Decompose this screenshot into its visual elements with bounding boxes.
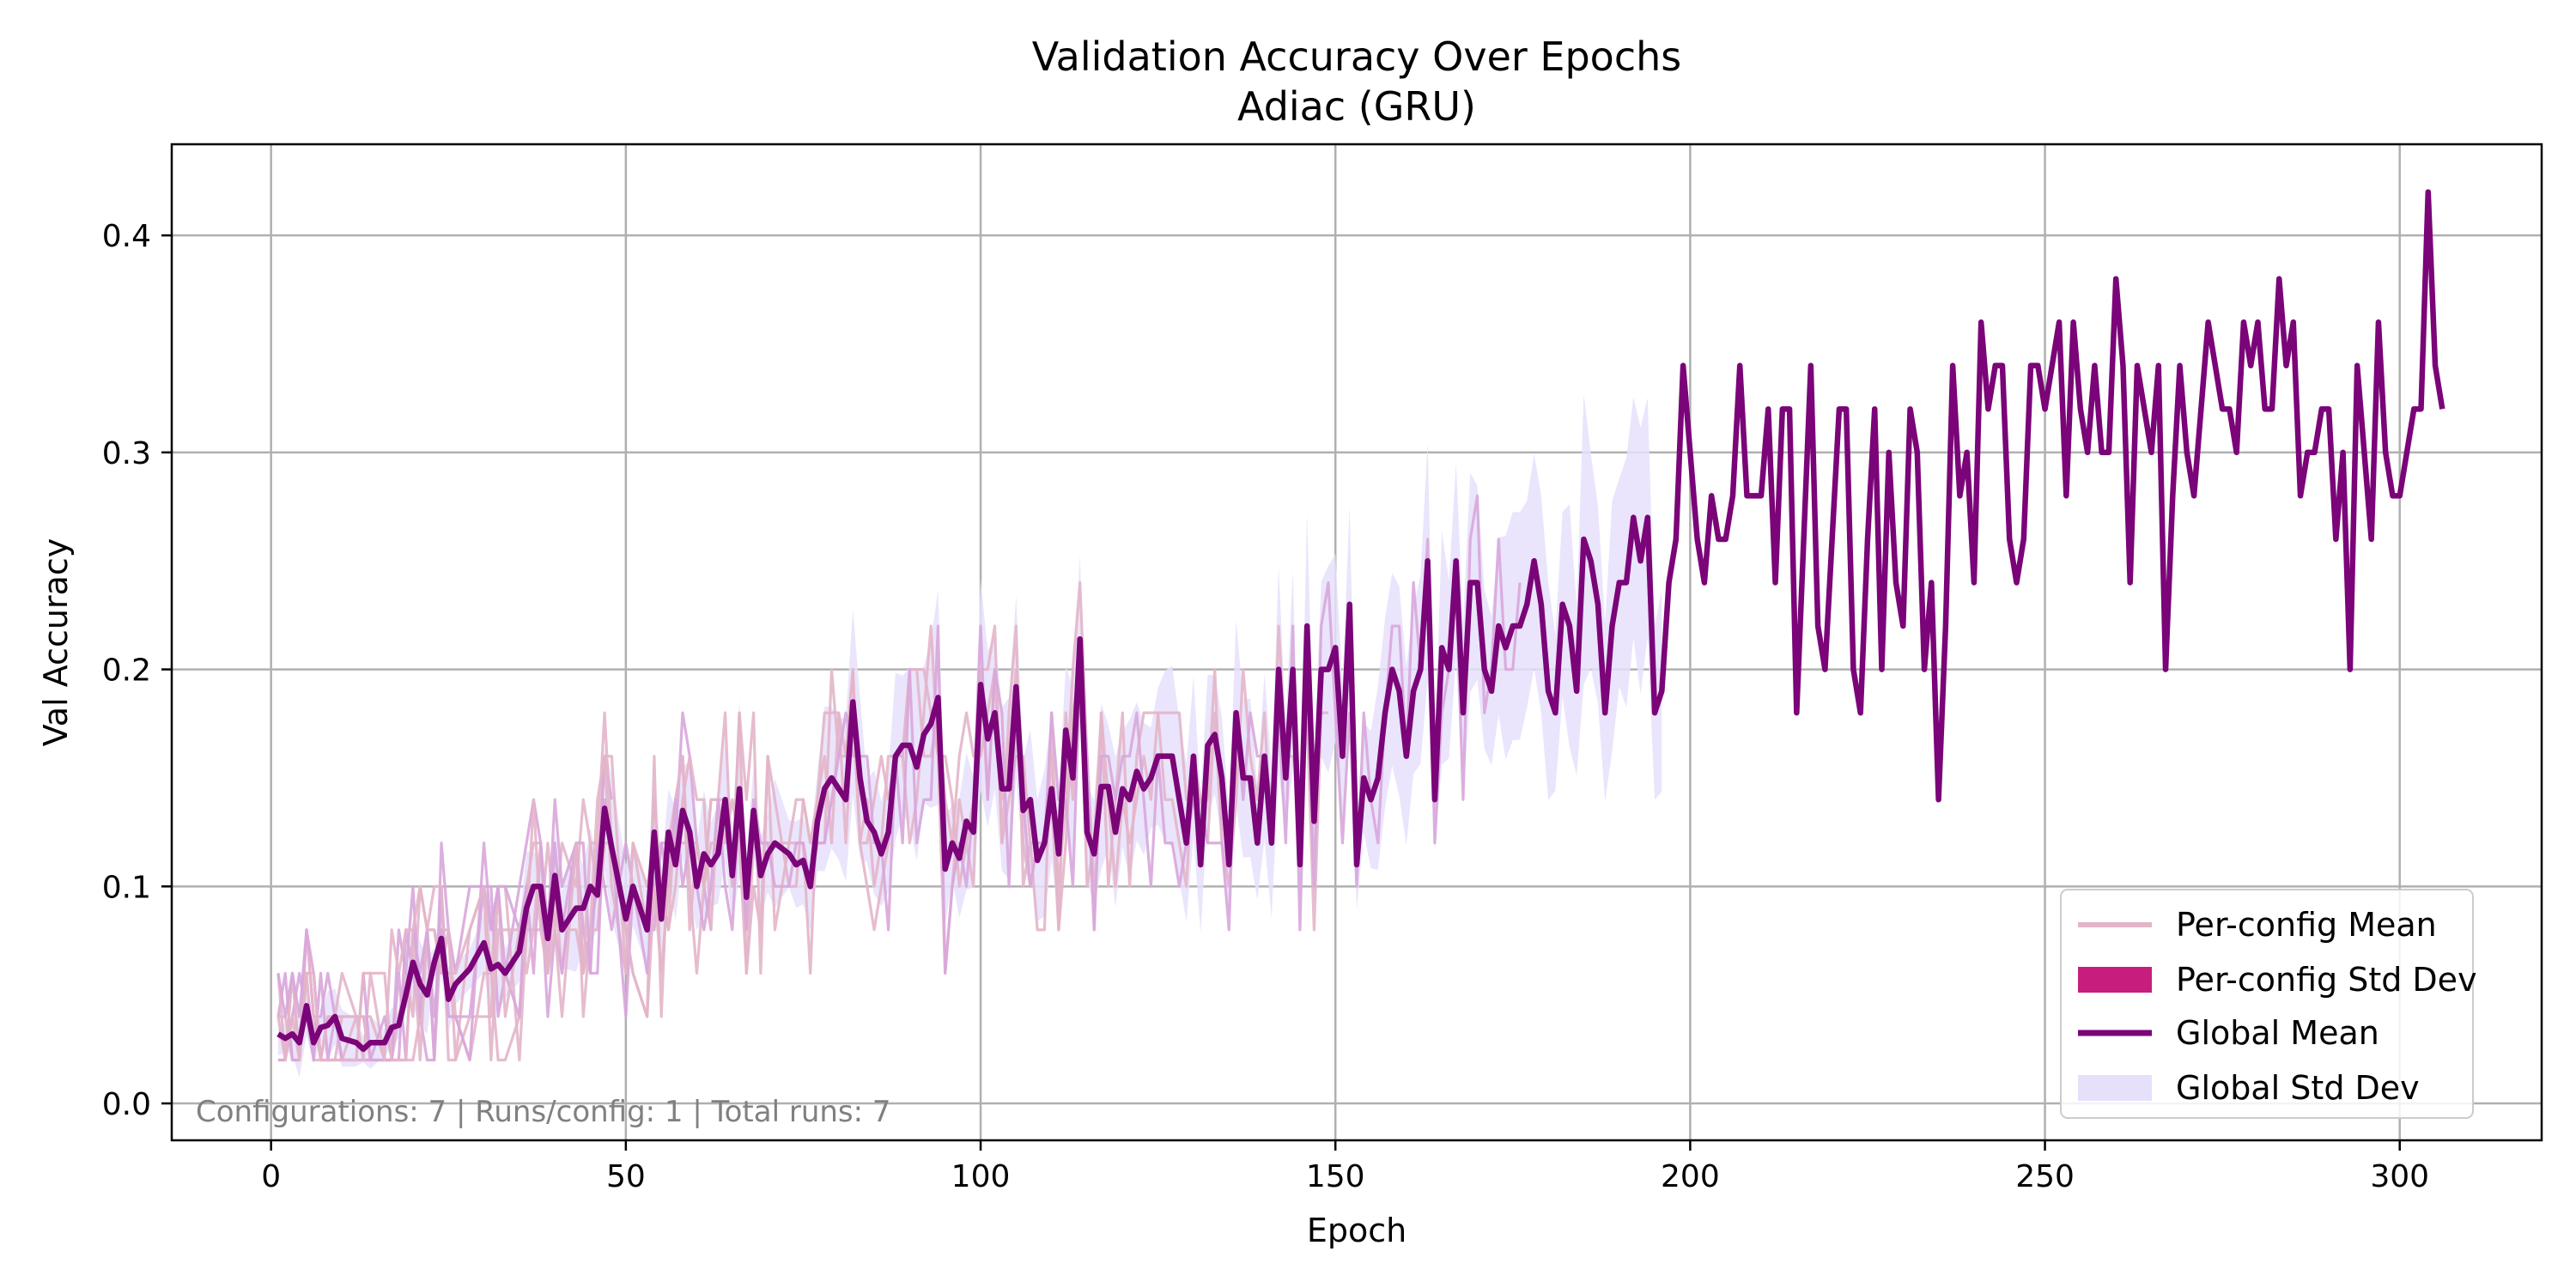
y-tick-label: 0.3 bbox=[102, 436, 151, 471]
global-mean-line bbox=[276, 189, 2445, 1053]
legend-swatch-per-config-std bbox=[2078, 967, 2152, 993]
legend-label-global-mean: Global Mean bbox=[2176, 1014, 2379, 1052]
y-tick-label: 0.4 bbox=[102, 219, 151, 254]
plot-frame bbox=[170, 143, 2543, 1142]
y-tick-label: 0.1 bbox=[102, 870, 151, 905]
x-tick-label: 0 bbox=[261, 1159, 281, 1194]
per-config-mean-line-6 bbox=[276, 494, 1522, 1062]
legend-label-per-config-mean: Per-config Mean bbox=[2176, 906, 2437, 944]
chart-subtitle: Adiac (GRU) bbox=[1237, 83, 1476, 130]
y-tick-label: 0.2 bbox=[102, 653, 151, 689]
x-tick-label: 200 bbox=[1661, 1159, 1720, 1194]
y-axis-label: Val Accuracy bbox=[37, 538, 75, 746]
per-config-mean-line-7 bbox=[276, 711, 726, 1062]
x-tick-label: 150 bbox=[1306, 1159, 1365, 1194]
x-axis-ticks: 0 50 100 150 200 250 300 bbox=[261, 1140, 2429, 1194]
legend-label-per-config-std: Per-config Std Dev bbox=[2176, 961, 2477, 999]
y-axis-ticks: 0.0 0.1 0.2 0.3 0.4 bbox=[102, 219, 172, 1122]
legend-swatch-global-std bbox=[2078, 1075, 2152, 1101]
chart-title: Validation Accuracy Over Epochs bbox=[1032, 33, 1681, 80]
x-tick-label: 250 bbox=[2015, 1159, 2075, 1194]
y-tick-label: 0.0 bbox=[102, 1087, 151, 1122]
x-tick-label: 50 bbox=[606, 1159, 646, 1194]
x-axis-label: Epoch bbox=[1307, 1212, 1406, 1249]
legend-label-global-std: Global Std Dev bbox=[2176, 1069, 2420, 1107]
legend-frame bbox=[2060, 889, 2474, 1119]
x-tick-label: 300 bbox=[2370, 1159, 2429, 1194]
x-tick-label: 100 bbox=[951, 1159, 1011, 1194]
runs-annotation: Configurations: 7 | Runs/config: 1 | Tot… bbox=[196, 1095, 891, 1129]
global-mean-line-group bbox=[276, 189, 2445, 1053]
legend: Per-config Mean Per-config Std Dev Globa… bbox=[2060, 889, 2477, 1119]
